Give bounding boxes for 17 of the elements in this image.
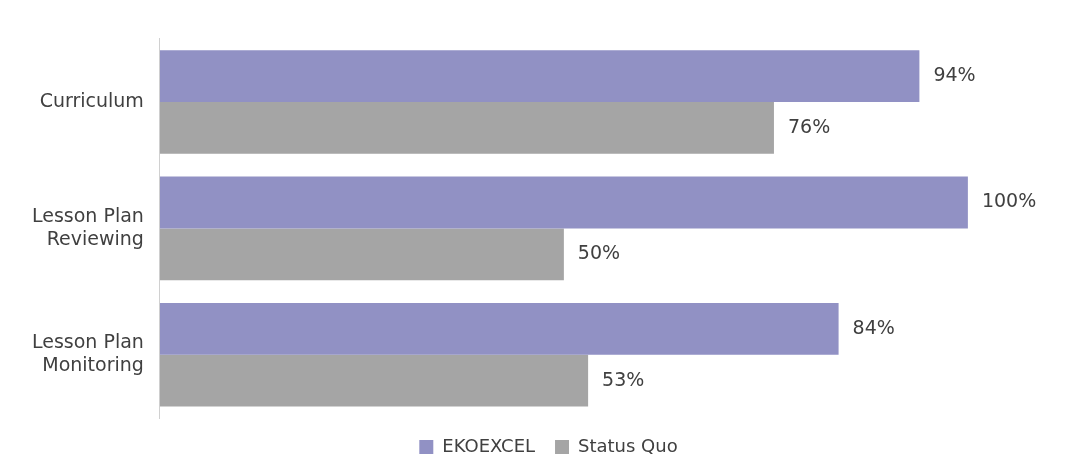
data-label: 100% [981,189,1037,212]
bar [159,302,839,355]
bar [159,102,774,154]
bar [159,176,968,229]
data-label: 84% [852,315,895,338]
data-label: 53% [602,367,645,390]
y-tick-label: Lesson Plan Monitoring [31,330,144,376]
data-label: 50% [577,241,621,264]
data-label: 94% [933,63,976,86]
bar [159,50,920,102]
data-label: 76% [787,114,831,137]
legend-label: Status Quo [578,434,678,456]
bar [159,228,564,281]
bar [159,354,589,407]
y-tick-label: Lesson Plan Reviewing [31,203,144,249]
legend-label: EKOEXCEL [442,434,536,456]
y-tick-label: Curriculum [39,88,144,111]
